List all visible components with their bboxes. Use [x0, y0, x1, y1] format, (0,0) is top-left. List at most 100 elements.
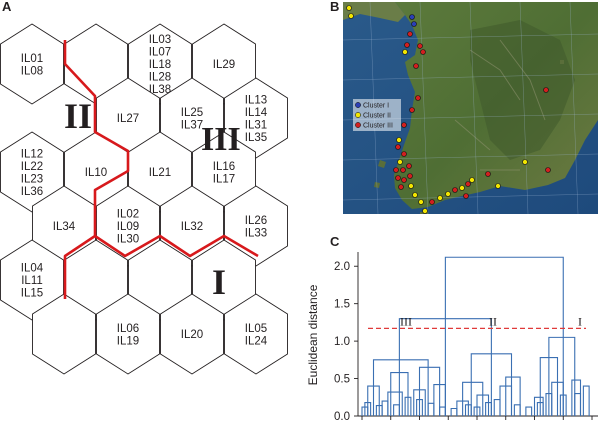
som-cell-hexagon — [0, 23, 64, 105]
dendrogram-link — [444, 256, 564, 416]
som-cell-sample-label: IL29 — [213, 59, 235, 71]
sampling-site-marker — [348, 13, 354, 19]
panel-c-label: C — [330, 234, 340, 249]
dendrogram-link — [533, 396, 544, 416]
sampling-site-marker — [406, 163, 412, 169]
sampling-site-marker — [545, 167, 551, 173]
sampling-site-marker — [393, 167, 399, 173]
sampling-site-marker — [411, 21, 417, 27]
som-cell-sample-label: IL32 — [181, 221, 203, 233]
som-cell — [32, 293, 96, 375]
sampling-site-marker — [413, 63, 419, 69]
som-cell-hexagon — [96, 293, 160, 375]
dendrogram-leaf — [393, 404, 400, 416]
cluster-mark-ii: II — [64, 96, 92, 136]
som-cell-hexagon — [128, 239, 192, 321]
sampling-site-marker — [407, 173, 413, 179]
som-cell-sample-label: IL18 — [149, 59, 171, 71]
som-cell-sample-label: IL33 — [245, 227, 267, 239]
sampling-site-marker — [463, 193, 469, 199]
dendrogram-leaf — [536, 401, 544, 416]
sampling-site-marker — [395, 144, 401, 150]
dendrogram-leaf — [493, 398, 501, 416]
y-tick-label: 0.0 — [334, 411, 350, 421]
map-gridline — [419, 2, 429, 214]
dendrogram-leaf — [574, 392, 582, 416]
map-gridline — [569, 2, 579, 214]
som-cell-sample-label: IL10 — [85, 167, 107, 179]
cluster-boundary-right — [94, 234, 259, 258]
mountain-ridges — [454, 39, 546, 171]
dendrogram-cluster-label: I — [578, 314, 582, 328]
sampling-site-marker — [401, 177, 407, 183]
panel-b-label: B — [330, 0, 339, 14]
som-cell: IL21 — [128, 131, 192, 213]
som-cell-sample-label: IL28 — [149, 72, 171, 84]
sampling-site-marker — [485, 171, 491, 177]
som-cell-sample-label: IL14 — [245, 107, 268, 119]
som-cell-hexagon — [32, 293, 96, 375]
cluster-labels: III II I — [400, 314, 582, 328]
dendrogram-leaf — [513, 404, 521, 416]
som-cell-hexagon — [192, 239, 256, 321]
sampling-site-marker — [459, 185, 465, 191]
sampling-site-marker — [422, 208, 428, 214]
dendrogram-leaf — [404, 396, 412, 416]
som-cell-hexagon — [160, 77, 224, 159]
sampling-site-marker — [469, 177, 475, 183]
som-cell-sample-label: IL25 — [181, 107, 203, 119]
y-tick-label: 2.0 — [334, 261, 350, 273]
som-cell-sample-label: IL09 — [117, 221, 139, 233]
som-cell-sample-label: IL03 — [149, 34, 171, 46]
y-tick-label: 0.5 — [334, 374, 350, 386]
som-cell-sample-label: IL01 — [21, 53, 43, 65]
legend-label-cluster-i: Cluster I — [363, 103, 389, 110]
som-cell — [192, 239, 256, 321]
som-cell-sample-label: IL05 — [245, 323, 267, 335]
som-cell-sample-label: IL27 — [117, 113, 139, 125]
som-cell: IL29 — [192, 23, 256, 105]
som-cell-sample-label: IL21 — [149, 167, 171, 179]
legend-box — [353, 99, 401, 131]
legend-swatch-cluster-i — [355, 102, 361, 108]
sampling-site-marker — [543, 87, 549, 93]
cluster-mark-i: I — [212, 262, 226, 302]
dendrogram-link — [505, 376, 521, 416]
sampling-site-marker — [407, 31, 413, 37]
sampling-site-marker — [417, 43, 423, 49]
sampling-site-marker — [402, 49, 408, 55]
som-cell-hexagon — [0, 239, 64, 321]
som-cell-sample-label: IL16 — [213, 161, 235, 173]
sampling-site-marker — [412, 192, 418, 198]
som-cell-sample-label: IL04 — [21, 263, 44, 275]
som-cell-sample-label: IL22 — [21, 161, 43, 173]
som-cell — [128, 239, 192, 321]
som-cell: IL20 — [160, 293, 224, 375]
map-gridline — [343, 73, 598, 81]
dendrogram-links — [361, 256, 590, 416]
sampling-site-marker — [409, 107, 415, 113]
dendrogram-leaf — [416, 398, 423, 416]
som-cell-sample-label: IL08 — [21, 65, 43, 77]
dendrogram-link — [571, 379, 582, 416]
sampling-site-marker — [445, 191, 451, 197]
dendrogram-link — [387, 391, 403, 416]
som-cell-hexagon — [160, 293, 224, 375]
sampling-site-marker — [409, 14, 415, 20]
dendrogram-leaf — [485, 401, 492, 416]
sampling-site-marker — [429, 199, 435, 205]
dendrogram-leaf — [582, 385, 590, 416]
sampling-site-marker — [346, 5, 352, 11]
som-cell-sample-label: IL06 — [117, 323, 139, 335]
som-cell-sample-label: IL38 — [149, 84, 171, 96]
legend-label-cluster-ii: Cluster II — [363, 113, 391, 120]
som-cell-sample-label: IL30 — [117, 234, 139, 246]
sampling-site-marker — [397, 159, 403, 165]
som-cell-sample-label: IL07 — [149, 47, 171, 59]
